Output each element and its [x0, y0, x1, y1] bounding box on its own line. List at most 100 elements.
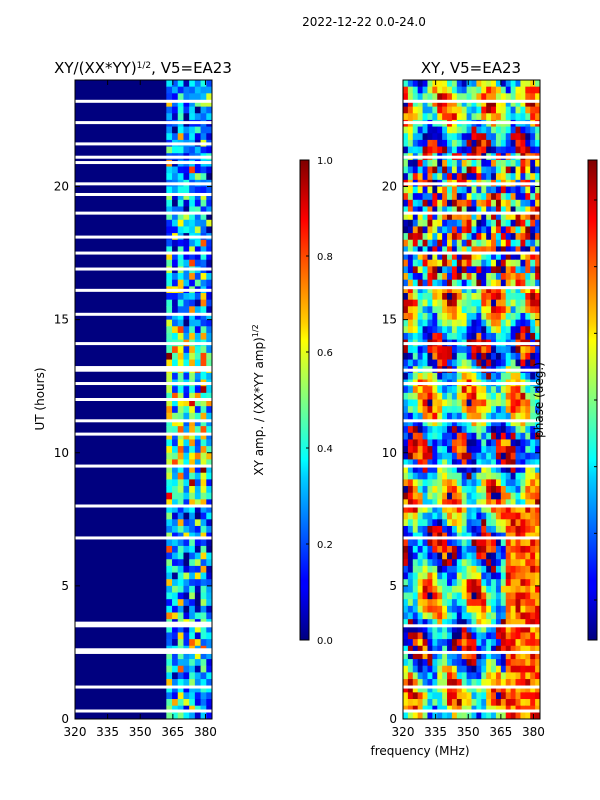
- phase-cell: [520, 113, 526, 121]
- phase-cell: [451, 173, 458, 181]
- phase-cell: [447, 412, 453, 420]
- phase-cell: [456, 452, 463, 460]
- phase-cell: [412, 679, 419, 687]
- phase-cell: [432, 565, 438, 574]
- phase-cell: [461, 492, 468, 500]
- phase-cell: [466, 625, 472, 633]
- phase-cell: [427, 579, 433, 587]
- phase-cell: [481, 625, 487, 633]
- phase-cell: [471, 406, 477, 414]
- amplitude-cell: [166, 406, 173, 414]
- amplitude-cell: [200, 639, 207, 647]
- amplitude-cell: [200, 86, 207, 94]
- phase-cell: [505, 199, 512, 207]
- amplitude-cell: [183, 319, 190, 327]
- phase-cell: [447, 459, 453, 467]
- phase-cell: [505, 233, 512, 241]
- phase-cell: [495, 525, 502, 534]
- phase-cell: [495, 319, 502, 327]
- phase-cell: [495, 625, 502, 633]
- phase-cell: [451, 99, 458, 108]
- phase-cell: [403, 592, 409, 600]
- phase-cell: [500, 506, 507, 514]
- phase-cell: [412, 306, 419, 314]
- amplitude-xtick-label: 320: [64, 725, 87, 739]
- amplitude-cell: [166, 592, 173, 600]
- phase-cell: [466, 492, 472, 500]
- phase-cell: [486, 619, 492, 627]
- phase-cell: [432, 93, 438, 101]
- amplitude-cell: [200, 166, 207, 174]
- phase-cell: [530, 412, 536, 420]
- phase-cell: [461, 512, 468, 520]
- phase-cell: [466, 605, 472, 613]
- phase-cell: [525, 266, 531, 274]
- phase-cell: [407, 612, 414, 620]
- amplitude-cell: [206, 712, 212, 719]
- amplitude-cell: [206, 293, 212, 301]
- phase-cell: [442, 293, 448, 301]
- amplitude-cell: [177, 253, 184, 261]
- phase-cell: [471, 645, 477, 653]
- amplitude-cell: [189, 459, 196, 467]
- phase-cell: [530, 166, 536, 174]
- phase-cell: [535, 319, 540, 327]
- amplitude-flagged-band: [75, 504, 212, 508]
- phase-cell: [481, 372, 487, 381]
- phase-cell: [417, 432, 424, 440]
- amplitude-cell: [183, 166, 190, 174]
- amplitude-cell: [172, 359, 179, 367]
- phase-cell: [407, 439, 414, 447]
- phase-cell: [403, 585, 409, 594]
- phase-cell: [486, 392, 492, 400]
- phase-cell: [471, 599, 477, 607]
- phase-cell: [530, 446, 536, 454]
- phase-cell: [432, 332, 438, 341]
- phase-cell: [471, 539, 477, 547]
- phase-cell: [412, 173, 419, 181]
- amplitude-cell: [177, 579, 184, 587]
- phase-cell: [471, 545, 477, 554]
- phase-cell: [456, 699, 463, 707]
- phase-cell: [456, 286, 463, 294]
- phase-cell: [412, 592, 419, 600]
- phase-cell: [422, 679, 428, 687]
- phase-cell: [525, 446, 531, 454]
- amplitude-cell: [177, 705, 184, 713]
- phase-cell: [476, 279, 482, 287]
- phase-cell: [495, 186, 502, 194]
- phase-cell: [471, 472, 477, 480]
- phase-cell: [515, 486, 521, 494]
- phase-cell: [515, 99, 521, 108]
- phase-cell: [520, 266, 526, 274]
- amplitude-cell: [206, 545, 212, 554]
- amplitude-cell: [177, 672, 184, 680]
- phase-cell: [481, 312, 487, 321]
- phase-cell: [510, 572, 517, 580]
- amplitude-cell: [183, 672, 190, 680]
- phase-cell: [515, 80, 521, 88]
- amplitude-cell: [177, 665, 184, 673]
- phase-cell: [407, 392, 414, 400]
- phase-cell: [535, 632, 540, 640]
- phase-cell: [442, 139, 448, 148]
- phase-cell: [520, 99, 526, 108]
- phase-cell: [481, 399, 487, 407]
- phase-cell: [530, 699, 536, 707]
- phase-cell: [407, 213, 414, 221]
- amplitude-cell: [189, 679, 196, 687]
- phase-cell: [481, 705, 487, 713]
- amplitude-cell: [206, 246, 212, 254]
- phase-cell: [427, 592, 433, 600]
- amplitude-cell: [189, 439, 196, 447]
- phase-cell: [403, 86, 409, 94]
- phase-cell: [520, 199, 526, 207]
- phase-cell: [495, 645, 502, 653]
- phase-cell: [535, 106, 540, 114]
- phase-cell: [491, 173, 497, 181]
- phase-cell: [495, 233, 502, 241]
- amplitude-cell: [206, 226, 212, 234]
- amplitude-ytick-label: 15: [54, 313, 69, 327]
- phase-cell: [486, 139, 492, 148]
- phase-cell: [447, 512, 453, 520]
